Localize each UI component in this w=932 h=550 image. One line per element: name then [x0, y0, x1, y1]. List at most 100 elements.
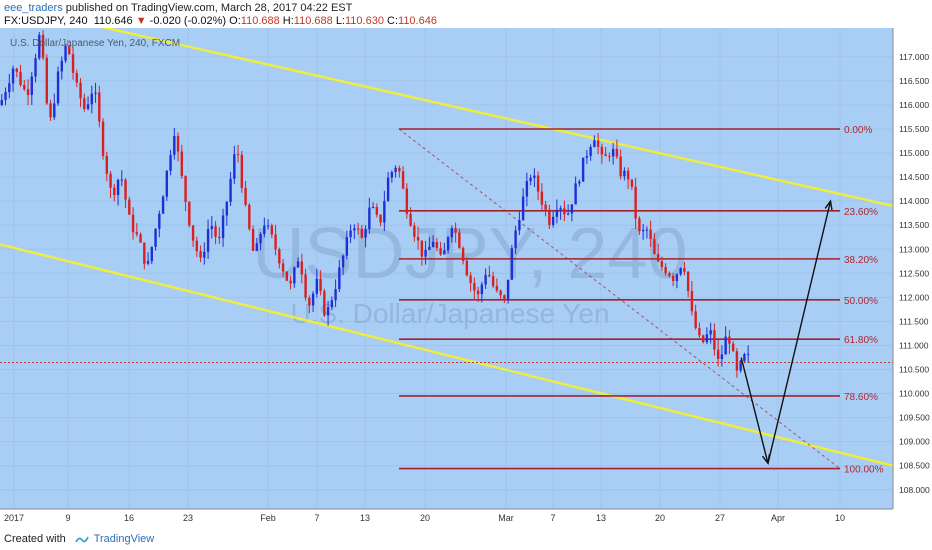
- candle-body: [56, 71, 60, 104]
- candle-body: [578, 181, 581, 184]
- candle-body: [109, 173, 112, 188]
- chart-area[interactable]: USDJPY, 240 U.S. Dollar/Japanese Yen 0.0…: [0, 2, 932, 525]
- candle-body: [60, 60, 63, 72]
- candle-body: [180, 151, 184, 177]
- candle-body: [398, 167, 401, 172]
- candle-body: [326, 306, 330, 316]
- chart-svg[interactable]: USDJPY, 240 U.S. Dollar/Japanese Yen 0.0…: [0, 2, 932, 525]
- candle-body: [593, 140, 596, 148]
- tradingview-link[interactable]: TradingView: [93, 533, 155, 545]
- candle-body: [611, 148, 615, 157]
- candle-body: [394, 167, 397, 173]
- created-with-text: Created with: [4, 533, 66, 545]
- candle-body: [473, 283, 476, 291]
- candle-body: [285, 271, 289, 281]
- candle-body: [589, 147, 592, 156]
- ohlc-readout: FX:USDJPY, 240 110.646 ▼ -0.020 (-0.02%)…: [4, 15, 437, 27]
- publish-header: eee_traders published on TradingView.com…: [0, 0, 932, 28]
- candle-body: [739, 360, 742, 371]
- candle-body: [38, 34, 41, 59]
- candle-body: [638, 218, 641, 232]
- candle-body: [368, 207, 371, 230]
- candle-body: [518, 220, 521, 231]
- candle-body: [315, 278, 319, 294]
- tradingview-logo-icon: [75, 536, 89, 542]
- candle-body: [503, 295, 506, 299]
- candle-body: [191, 225, 195, 241]
- published-text: published on TradingView.com, March 28, …: [65, 2, 353, 14]
- candle-body: [585, 155, 589, 158]
- candle-body: [514, 230, 517, 249]
- candle-body: [645, 229, 649, 231]
- candle-body: [94, 92, 97, 94]
- candle-body: [544, 204, 547, 210]
- candle-body: [529, 177, 532, 182]
- fib-level-label: 38.20%: [844, 255, 878, 266]
- candle-body: [229, 178, 232, 202]
- candle-body: [281, 263, 285, 272]
- candle-body: [574, 183, 577, 205]
- fib-retracement[interactable]: 0.00% 23.60% 38.20% 50.00% 61.80% 78.60% 100.0…: [398, 125, 884, 476]
- time-tick-label: 13: [596, 513, 606, 523]
- price-tick-label: 112.000: [899, 292, 929, 302]
- price-tick-label: 111.500: [899, 316, 929, 326]
- candlestick-series: [0, 30, 893, 378]
- candle-body: [371, 206, 375, 208]
- candle-body: [551, 216, 555, 225]
- open-label: O:: [229, 15, 241, 27]
- time-tick-label: Feb: [260, 513, 276, 523]
- time-tick-label: 13: [360, 513, 370, 523]
- candle-body: [390, 172, 394, 178]
- price-tick-label: 110.500: [899, 365, 929, 375]
- time-tick-label: 7: [550, 513, 555, 523]
- projection-arrows: [740, 199, 833, 466]
- candle-body: [248, 204, 251, 229]
- candle-body: [623, 170, 626, 177]
- candle-body: [251, 228, 255, 251]
- close-label: C:: [387, 15, 399, 27]
- candle-body: [206, 229, 210, 252]
- symbol-interval: FX:USDJPY, 240: [4, 15, 88, 27]
- candle-body: [641, 229, 645, 232]
- candle-body: [510, 248, 514, 280]
- candle-body: [270, 225, 274, 235]
- footer-bar: Created with TradingView: [0, 528, 932, 550]
- candle-body: [668, 273, 671, 277]
- candle-body: [461, 247, 465, 261]
- candle-body: [113, 187, 116, 196]
- candle-body: [694, 311, 697, 329]
- low-label: L:: [335, 15, 345, 27]
- candle-body: [139, 234, 142, 243]
- candle-body: [98, 92, 101, 122]
- candle-body: [746, 353, 750, 355]
- candle-body: [488, 274, 491, 277]
- candle-body: [428, 246, 431, 250]
- price-tick-label: 111.000: [899, 340, 929, 350]
- candle-body: [19, 71, 22, 86]
- candle-body: [131, 214, 135, 233]
- candle-body: [653, 239, 656, 255]
- candle-body: [506, 279, 510, 299]
- candle-body: [375, 206, 379, 215]
- candle-body: [630, 179, 634, 187]
- fib-trend-line: [398, 128, 841, 469]
- candle-body: [300, 261, 304, 275]
- candle-body: [236, 154, 240, 156]
- candle-body: [349, 230, 352, 238]
- candle-body: [431, 241, 435, 247]
- created-with: Created with TradingView: [4, 533, 154, 545]
- candle-body: [244, 187, 247, 205]
- time-axis[interactable]: 2017 9 16 23 Feb 7 13 20 Mar 7 13 20 27 Apr 10: [0, 508, 932, 525]
- candle-body: [330, 300, 334, 307]
- candle-body: [581, 157, 585, 182]
- candle-body: [720, 354, 724, 359]
- candle-body: [173, 136, 176, 155]
- candle-body: [615, 148, 619, 157]
- candle-body: [476, 290, 480, 295]
- candle-body: [386, 177, 390, 202]
- candle-body: [218, 236, 221, 239]
- candle-body: [709, 330, 712, 335]
- open-value: 110.688: [240, 15, 280, 27]
- author-link[interactable]: eee_traders: [4, 2, 63, 14]
- price-axis[interactable]: 117.000 116.500 116.000 115.500 115.000 114.5…: [892, 28, 932, 525]
